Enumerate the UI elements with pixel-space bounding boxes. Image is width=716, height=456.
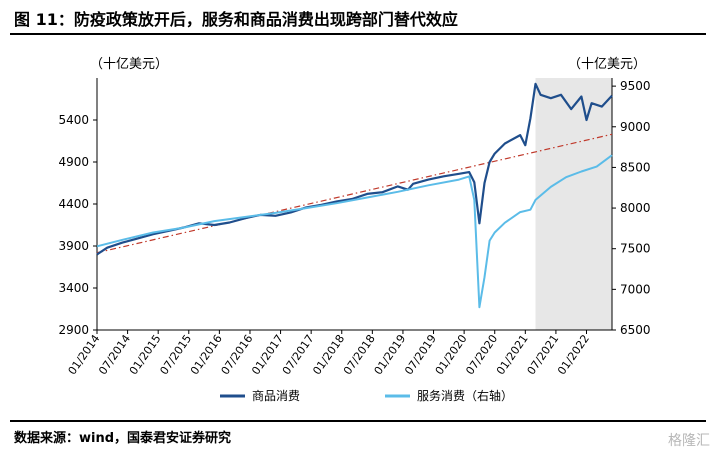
right-y-tick-label: 8500 xyxy=(620,160,651,174)
x-tick-label: 01/2022 xyxy=(555,332,592,377)
left-y-tick-label: 4900 xyxy=(58,155,89,169)
watermark-logo: 格隆汇 xyxy=(668,433,710,449)
left-y-tick-label: 5400 xyxy=(58,113,89,127)
source-rule xyxy=(10,420,706,422)
source-note: 数据来源：wind，国泰君安证券研究 xyxy=(14,431,232,446)
right-y-tick-label: 8000 xyxy=(620,201,651,215)
trend-line xyxy=(96,133,613,254)
goods-consumption-line xyxy=(96,82,613,256)
left-y-tick-label: 3400 xyxy=(58,281,89,295)
right-axis-unit: （十亿美元） xyxy=(568,57,646,72)
left-axis-unit: （十亿美元） xyxy=(90,57,168,72)
right-y-tick-label: 7500 xyxy=(620,242,651,256)
figure-title: 图 11：防疫政策放开后，服务和商品消费出现跨部门替代效应 xyxy=(14,10,458,29)
left-y-tick-label: 2900 xyxy=(58,323,89,337)
left-y-tick-label: 4400 xyxy=(58,197,89,211)
chart: 2900 3400 3900 4400 4900 5400 6500 7000 7500 8000… xyxy=(58,57,651,403)
shaded-region xyxy=(535,78,612,330)
left-y-tick-label: 3900 xyxy=(58,239,89,253)
legend-label: 服务消费（右轴） xyxy=(417,388,513,403)
right-y-tick-label: 9000 xyxy=(620,120,651,134)
right-y-tick-label: 6500 xyxy=(620,323,651,337)
right-y-tick-label: 7000 xyxy=(620,282,651,296)
legend-label: 商品消费 xyxy=(252,388,300,403)
title-rule xyxy=(10,33,706,35)
services-consumption-line xyxy=(96,154,613,309)
right-y-tick-label: 9500 xyxy=(620,79,651,93)
